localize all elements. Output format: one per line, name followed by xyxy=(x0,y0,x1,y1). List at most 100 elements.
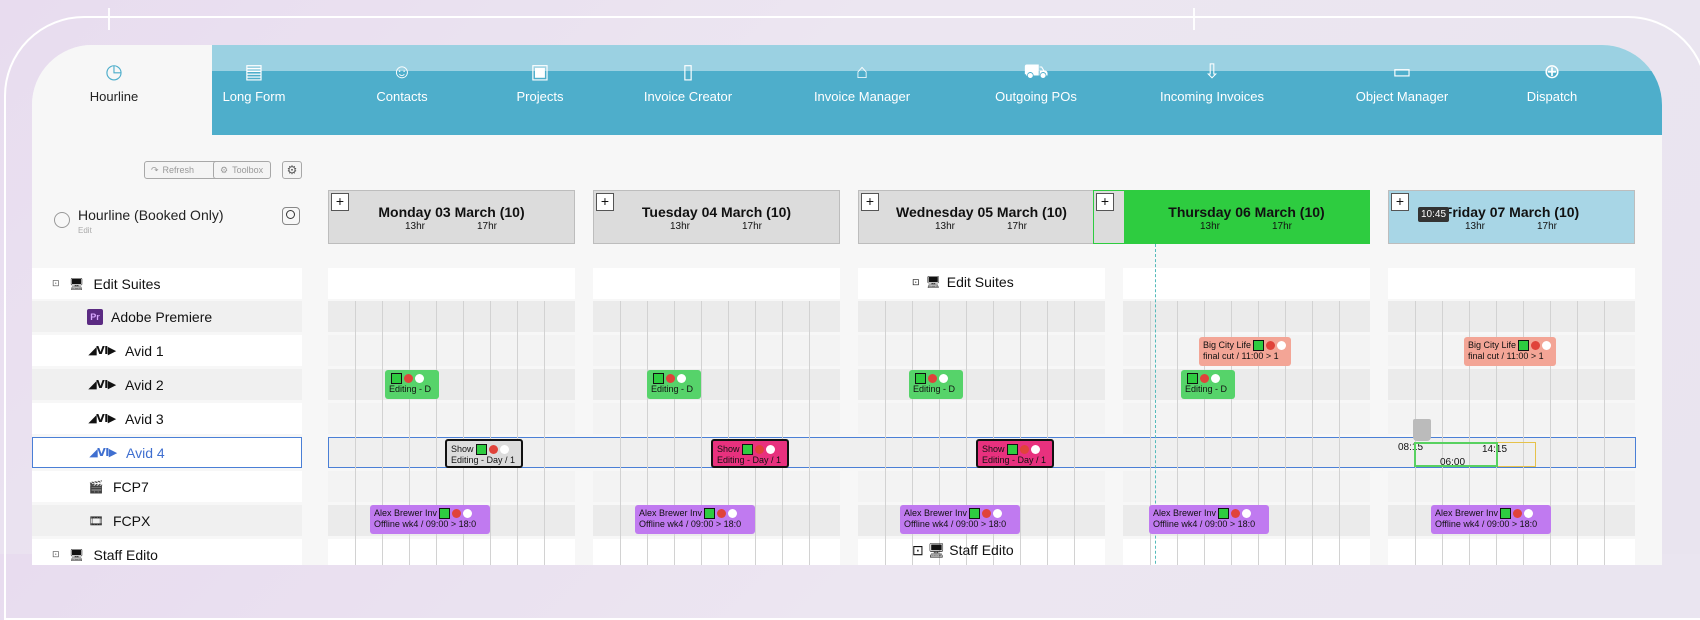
alert-icon xyxy=(982,509,992,519)
nav-item-object-manager[interactable]: ▭ Object Manager xyxy=(1342,59,1462,129)
nav-item-dispatch[interactable]: ⊕ Dispatch xyxy=(1492,59,1612,129)
nav-item-invoice-manager[interactable]: ⌂ Invoice Manager xyxy=(802,59,922,129)
collapse-icon[interactable]: ⊡ xyxy=(912,276,920,287)
drag-selection[interactable] xyxy=(1414,442,1498,467)
nav-item-contacts[interactable]: ☺ Contacts xyxy=(342,59,462,129)
settings-button[interactable]: ⚙ xyxy=(282,161,302,179)
resource-label: Avid 1 xyxy=(125,342,164,359)
drag-start-time: 08:15 xyxy=(1398,442,1424,453)
slot-cell[interactable] xyxy=(593,369,840,400)
event-fcpx[interactable]: Alex Brewer Inv Offline wk4 / 09:00 > 18:… xyxy=(635,505,755,534)
event-fcpx[interactable]: Alex Brewer Inv Offline wk4 / 09:00 > 18:… xyxy=(1431,505,1551,534)
day-header[interactable]: + Tuesday 04 March (10) 13hr 17hr xyxy=(593,190,840,244)
resource-row-adobe-premiere[interactable]: Pr Adobe Premiere xyxy=(32,301,302,332)
slot-cell[interactable] xyxy=(328,403,575,434)
resource-row-fcpx[interactable]: 🎞 FCPX xyxy=(32,505,302,536)
slot-cell[interactable] xyxy=(593,403,840,434)
slot-cell[interactable] xyxy=(1123,301,1370,332)
event-avid2[interactable]: Editing - D xyxy=(909,370,963,399)
slot-cell[interactable] xyxy=(328,369,575,400)
hour-label: 17hr xyxy=(1537,221,1558,232)
day-title: Friday 07 March (10) xyxy=(1443,204,1580,220)
refresh-button[interactable]: ↷ Refresh xyxy=(144,161,232,179)
resource-row-staff-edito[interactable]: ⊡ 🖥 Staff Edito xyxy=(32,539,302,565)
event-avid2[interactable]: Editing - D xyxy=(647,370,701,399)
nav-label: Contacts xyxy=(376,89,428,104)
event-line-1 xyxy=(1185,373,1231,385)
clipboard-icon: ▤ xyxy=(244,61,264,83)
slot-cell[interactable] xyxy=(1388,301,1635,332)
resource-row-avid-3[interactable]: ◢VI▶ Avid 3 xyxy=(32,403,302,434)
event-avid4[interactable]: Show Editing - Day / 1 xyxy=(711,439,789,468)
slot-cell[interactable] xyxy=(1388,369,1635,400)
hour-gridline xyxy=(1177,301,1178,565)
collapse-icon[interactable]: ⊡ xyxy=(52,549,60,559)
nav-item-hourline[interactable]: ◷ Hourline xyxy=(54,59,174,129)
slot-cell[interactable] xyxy=(858,369,1105,400)
slot-cell[interactable] xyxy=(593,301,840,332)
resource-row-avid-1[interactable]: ◢VI▶ Avid 1 xyxy=(32,335,302,366)
nav-item-invoice-creator[interactable]: ▯ Invoice Creator xyxy=(628,59,748,129)
nav-item-projects[interactable]: ▣ Projects xyxy=(480,59,600,129)
slot-cell[interactable] xyxy=(1123,403,1370,434)
event-line-1 xyxy=(913,373,959,385)
event-avid1[interactable]: Big City Life final cut / 11:00 > 1 xyxy=(1464,337,1556,366)
alert-icon xyxy=(488,445,498,455)
nav-item-incoming-invoices[interactable]: ⇩ Incoming Invoices xyxy=(1152,59,1272,129)
slot-cell[interactable] xyxy=(593,335,840,366)
slot-cell[interactable] xyxy=(328,335,575,366)
day-header[interactable]: + Monday 03 March (10) 13hr 17hr xyxy=(328,190,575,244)
collapse-icon[interactable]: ⊡ xyxy=(52,278,60,288)
event-fcpx[interactable]: Alex Brewer Inv Offline wk4 / 09:00 > 18:… xyxy=(370,505,490,534)
nav-item-outgoing-pos[interactable]: ⛟ Outgoing POs xyxy=(976,59,1096,129)
nav-item-long-form[interactable]: ▤ Long Form xyxy=(194,59,314,129)
day-header[interactable]: + Wednesday 05 March (10) 13hr 17hr xyxy=(858,190,1105,244)
day-title: Tuesday 04 March (10) xyxy=(641,204,792,220)
day-header[interactable]: + Thursday 06 March (10) 13hr 17hr xyxy=(1093,190,1370,244)
event-line-1 xyxy=(651,373,697,385)
hour-gridline xyxy=(1312,301,1313,565)
add-booking-button[interactable]: + xyxy=(861,193,879,211)
event-avid2[interactable]: Editing - D xyxy=(385,370,439,399)
event-avid2[interactable]: Editing - D xyxy=(1181,370,1235,399)
add-booking-button[interactable]: + xyxy=(1391,193,1409,211)
add-booking-button[interactable]: + xyxy=(1096,193,1114,211)
event-avid4[interactable]: Show Editing - Day / 1 xyxy=(976,439,1054,468)
slot-cell[interactable] xyxy=(858,335,1105,366)
event-avid4[interactable]: Show Editing - Day / 1 xyxy=(445,439,523,468)
add-booking-button[interactable]: + xyxy=(596,193,614,211)
add-booking-button[interactable]: + xyxy=(331,193,349,211)
hour-gridline xyxy=(1047,301,1048,565)
resource-row-avid-2[interactable]: ◢VI▶ Avid 2 xyxy=(32,369,302,400)
event-line-2: final cut / 11:00 > 1 xyxy=(1203,351,1279,362)
resource-row-avid-4[interactable]: ◢VI▶ Avid 4 xyxy=(32,437,302,468)
slot-cell[interactable] xyxy=(1123,471,1370,502)
slot-cell[interactable] xyxy=(1388,471,1635,502)
event-line-2: Editing - D xyxy=(913,384,956,395)
nav-label: Dispatch xyxy=(1526,89,1578,104)
slot-cell[interactable] xyxy=(593,471,840,502)
resource-row-fcp7[interactable]: 🎬 FCP7 xyxy=(32,471,302,502)
toolbox-button[interactable]: ⚙ Toolbox xyxy=(213,161,271,179)
resource-label: Adobe Premiere xyxy=(111,308,213,325)
slot-cell[interactable] xyxy=(858,471,1105,502)
event-line-2: Offline wk4 / 09:00 > 18:0 xyxy=(904,519,1007,530)
hour-gridline xyxy=(1150,301,1151,565)
hour-gridline xyxy=(885,301,886,565)
day-title: Thursday 06 March (10) xyxy=(1168,204,1325,220)
slot-cell[interactable] xyxy=(858,301,1105,332)
event-line-1: Alex Brewer Inv xyxy=(1153,508,1265,520)
event-fcpx[interactable]: Alex Brewer Inv Offline wk4 / 09:00 > 18:… xyxy=(1149,505,1269,534)
alert-icon xyxy=(754,445,764,455)
event-fcpx[interactable]: Alex Brewer Inv Offline wk4 / 09:00 > 18:… xyxy=(900,505,1020,534)
slot-cell[interactable] xyxy=(328,301,575,332)
event-avid1[interactable]: Big City Life final cut / 11:00 > 1 xyxy=(1199,337,1291,366)
search-button[interactable] xyxy=(282,207,300,225)
resource-row-edit-suites[interactable]: ⊡ 🖥 Edit Suites xyxy=(32,268,302,299)
event-title: Alex Brewer Inv xyxy=(904,508,968,518)
slot-cell[interactable] xyxy=(328,471,575,502)
trash-icon[interactable] xyxy=(1413,419,1431,441)
status-icon xyxy=(741,444,753,456)
slot-cell[interactable] xyxy=(858,403,1105,434)
slot-cell[interactable] xyxy=(1123,369,1370,400)
